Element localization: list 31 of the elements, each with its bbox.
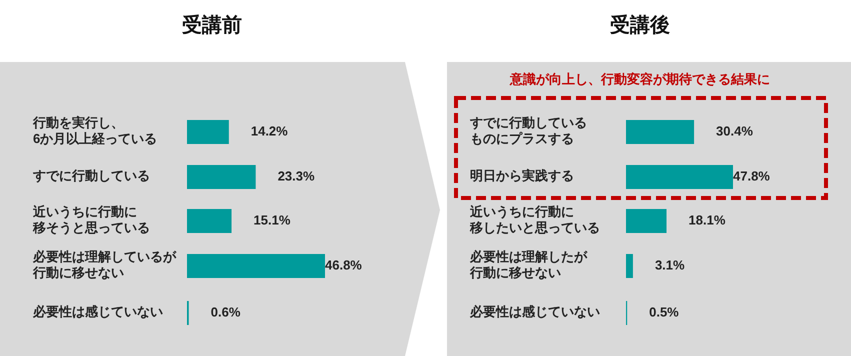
data-label: 0.6%	[210, 304, 241, 320]
data-label: 30.4%	[716, 123, 754, 138]
bar	[626, 209, 667, 233]
y-tick-label: 必要性は理解したが行動に移せない	[469, 249, 588, 280]
data-label: 14.2%	[250, 123, 288, 138]
y-tick-label: 行動を実行し、6か月以上経っている	[32, 115, 158, 146]
bar	[187, 209, 232, 233]
y-tick-label: 明日から実践する	[470, 168, 574, 184]
data-label: 23.3%	[278, 168, 316, 184]
data-label: 15.1%	[254, 212, 291, 228]
y-tick-label: 近いうちに行動に移そうと思っている	[32, 204, 150, 236]
data-label: 18.1%	[688, 212, 726, 228]
bar	[187, 165, 256, 189]
y-tick-label: すでに行動しているものにプラスする	[469, 115, 587, 146]
text: 意識が向上し、行動変容が期待できる結果に	[509, 71, 770, 86]
y-tick-label: 必要性は感じていない	[469, 304, 600, 320]
bar	[626, 165, 733, 189]
bar	[187, 120, 229, 144]
y-tick-label: 必要性は理解しているが行動に移せない	[32, 249, 177, 280]
bar	[187, 254, 325, 278]
data-label: 47.8%	[733, 168, 770, 184]
y-tick-label: すでに行動している	[32, 168, 150, 184]
bar	[626, 254, 633, 278]
data-label: 0.5%	[649, 304, 680, 320]
chart-title: 受講後	[610, 13, 670, 36]
data-label: 46.8%	[325, 257, 362, 272]
bar	[626, 120, 694, 144]
y-tick-label: 必要性は感じていない	[32, 304, 163, 320]
data-label: 3.1%	[654, 257, 686, 272]
y-tick-label: 近いうちに行動に移したいと思っている	[469, 204, 600, 236]
chart-title: 受講前	[182, 13, 242, 36]
